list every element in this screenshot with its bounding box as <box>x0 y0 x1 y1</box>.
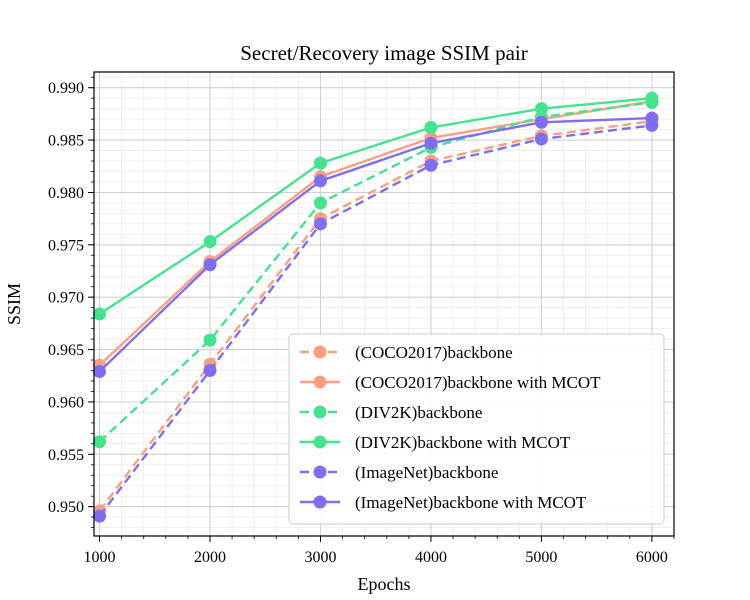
y-tick-label: 0.950 <box>48 499 84 516</box>
series-line <box>98 116 652 373</box>
series-line <box>98 96 653 315</box>
legend-entry: (DIV2K)backbone with MCOT <box>300 433 571 452</box>
y-tick-label: 0.980 <box>48 185 84 202</box>
x-tick-label: 6000 <box>636 549 668 566</box>
data-point <box>203 333 217 347</box>
y-tick-label: 0.960 <box>48 394 84 411</box>
x-tick-label: 2000 <box>194 549 226 566</box>
data-point <box>313 217 327 231</box>
data-point <box>93 307 107 321</box>
series-layer <box>93 91 659 523</box>
legend-entry: (ImageNet)backbone <box>300 463 498 482</box>
data-point <box>534 132 548 146</box>
series-3 <box>93 91 659 321</box>
y-tick-label: 0.955 <box>48 447 84 464</box>
y-axis-label: SSIM <box>4 283 24 325</box>
legend-marker <box>313 375 327 389</box>
axis-ticks: 1000 2000 3000 4000 5000 6000 0.950 0.955 0.960 0… <box>48 76 675 566</box>
plot-frame <box>93 71 675 537</box>
data-point <box>424 158 438 172</box>
legend-label: (DIV2K)backbone with MCOT <box>355 433 571 452</box>
data-point <box>424 136 438 150</box>
y-tick-label: 0.985 <box>48 133 84 150</box>
x-axis-label: Epochs <box>358 574 411 594</box>
series-line <box>98 124 653 517</box>
series-line <box>98 100 653 367</box>
legend-marker <box>313 405 327 419</box>
legend-entry: (COCO2017)backbone with MCOT <box>300 373 601 392</box>
legend-label: (ImageNet)backbone with MCOT <box>355 493 587 512</box>
y-tick-label: 0.975 <box>48 237 84 254</box>
data-point <box>203 258 217 272</box>
legend-marker <box>313 495 327 509</box>
data-point <box>93 509 107 523</box>
legend-label: (DIV2K)backbone <box>355 403 482 422</box>
data-point <box>203 364 217 378</box>
data-point <box>313 156 327 170</box>
x-tick-label: 5000 <box>525 549 557 566</box>
legend-box <box>288 333 665 525</box>
chart-title: Secret/Recovery image SSIM pair <box>240 41 528 65</box>
y-tick-label: 0.965 <box>48 342 84 359</box>
data-point <box>534 115 548 129</box>
legend-marker <box>313 345 327 359</box>
legend-label: (COCO2017)backbone with MCOT <box>355 373 601 392</box>
y-tick-label: 0.990 <box>48 80 84 97</box>
data-point <box>645 111 659 125</box>
y-tick-label: 0.970 <box>48 290 84 307</box>
data-point <box>645 91 659 105</box>
x-tick-label: 1000 <box>84 549 116 566</box>
series-5 <box>93 111 659 379</box>
data-point <box>203 235 217 249</box>
legend-entry: (COCO2017)backbone <box>300 343 513 362</box>
legend-label: (ImageNet)backbone <box>355 463 498 482</box>
legend-entry: (ImageNet)backbone with MCOT <box>300 493 587 512</box>
legend-label: (COCO2017)backbone <box>355 343 513 362</box>
data-point <box>534 102 548 116</box>
x-tick-label: 3000 <box>304 549 336 566</box>
data-point <box>424 121 438 135</box>
series-line <box>98 120 653 512</box>
data-point <box>93 435 107 449</box>
legend-entry: (DIV2K)backbone <box>300 403 482 422</box>
x-tick-label: 4000 <box>415 549 447 566</box>
data-point <box>93 365 107 379</box>
legend-marker <box>313 435 327 449</box>
data-point <box>313 196 327 210</box>
series-4 <box>93 118 659 523</box>
legend: (COCO2017)backbone (COCO2017)backbone wit… <box>288 333 665 525</box>
legend-marker <box>313 465 327 479</box>
data-point <box>313 174 327 188</box>
